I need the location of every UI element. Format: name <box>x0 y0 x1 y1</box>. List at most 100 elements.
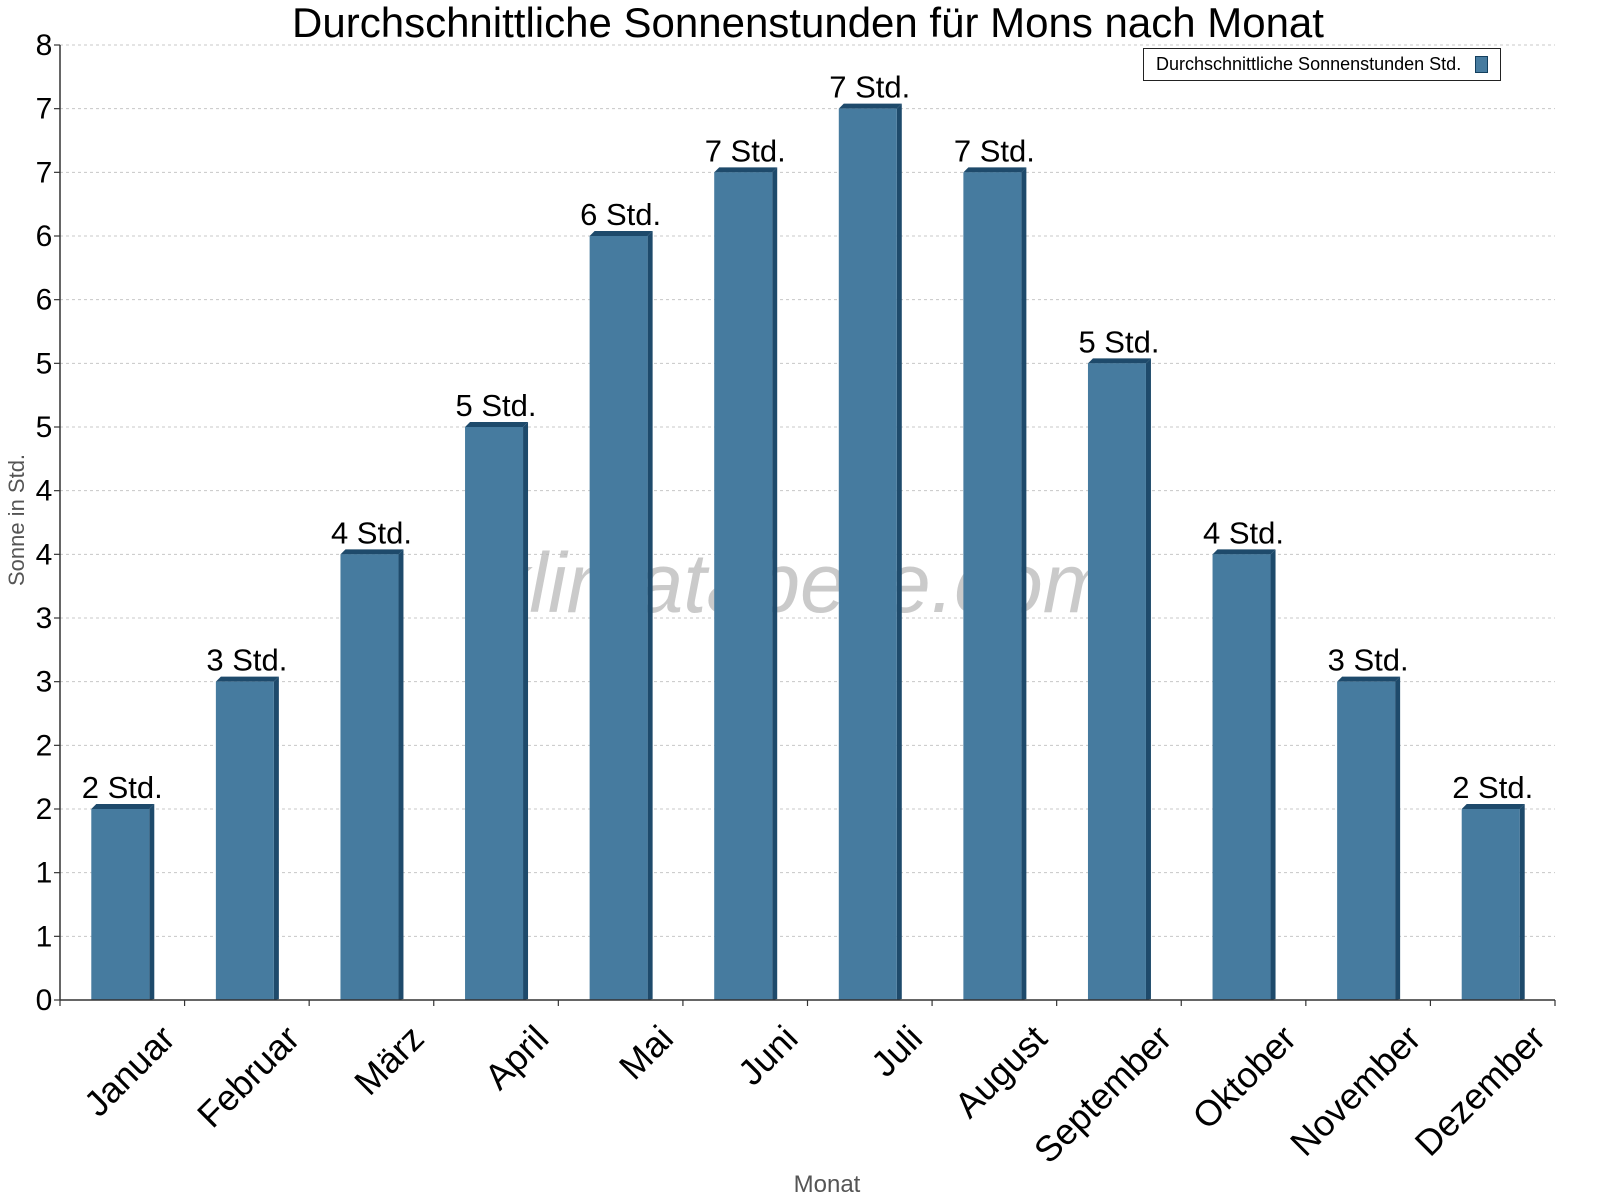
bar-top <box>1087 358 1151 364</box>
x-tick-label: Juni <box>730 1017 806 1093</box>
bar-side <box>523 422 529 1000</box>
y-tick-label: 6 <box>36 284 53 317</box>
y-tick-label: 1 <box>36 857 53 890</box>
y-tick-label: 2 <box>36 729 53 762</box>
x-tick-label: November <box>1282 1017 1428 1163</box>
bar-side <box>273 676 279 1000</box>
bar-november: 3 Std. <box>1328 643 1409 1000</box>
bar-side <box>896 103 902 1000</box>
y-tick-label: 5 <box>36 411 53 444</box>
data-label: 3 Std. <box>1328 643 1409 678</box>
bar-series: 2 Std. 3 Std. 4 Std. 5 Std. 6 Std. 7 Std. 7 St… <box>82 70 1533 1001</box>
bar-side <box>647 231 653 1000</box>
bar-august: 7 Std. <box>954 133 1035 1001</box>
y-tick-label: 0 <box>36 984 53 1017</box>
y-tick-label: 7 <box>36 93 53 126</box>
bar-top <box>1461 804 1525 809</box>
bar-märz: 4 Std. <box>331 515 412 1000</box>
data-label: 4 Std. <box>331 515 412 550</box>
x-tick-label: Februar <box>189 1017 307 1135</box>
y-tick-label: 3 <box>36 602 53 635</box>
bar <box>215 681 274 1000</box>
bar-side <box>772 167 778 1001</box>
gridlines <box>60 44 1555 937</box>
bar-top <box>838 103 902 109</box>
y-tick-label: 3 <box>36 666 53 699</box>
chart-title: Durchschnittliche Sonnenstunden für Mons… <box>292 0 1324 46</box>
bar <box>1087 363 1146 1000</box>
y-tick-labels: 0 1 1 2 2 3 3 4 4 5 5 6 6 7 7 8 <box>36 29 53 1017</box>
x-tick-label: August <box>946 1017 1054 1125</box>
bar <box>963 172 1022 1001</box>
bar <box>589 236 648 1000</box>
data-label: 5 Std. <box>1078 324 1159 359</box>
bar-top <box>963 167 1027 173</box>
bar <box>1461 809 1520 1000</box>
bar-side <box>1145 358 1151 1000</box>
bar-top <box>340 549 404 555</box>
y-tick-label: 4 <box>36 475 53 508</box>
x-axis-label: Monat <box>794 1171 861 1198</box>
bar-side <box>1021 167 1027 1001</box>
bar-top <box>465 422 529 427</box>
y-tick-label: 6 <box>36 220 53 253</box>
legend-swatch <box>1475 56 1489 73</box>
data-label: 2 Std. <box>1452 770 1533 805</box>
x-tick-label: Dezember <box>1407 1017 1553 1163</box>
bar <box>1212 554 1271 1000</box>
bar-september: 5 Std. <box>1078 324 1159 1000</box>
legend: Durchschnittliche Sonnenstunden Std. <box>1143 48 1502 81</box>
bar <box>91 809 150 1000</box>
data-label: 7 Std. <box>954 133 1035 168</box>
y-tick-label: 7 <box>36 156 53 189</box>
y-tick-label: 1 <box>36 920 53 953</box>
bar-top <box>215 676 279 682</box>
bar <box>465 427 524 1000</box>
x-tick-label: April <box>476 1017 556 1097</box>
bar-side <box>398 549 404 1000</box>
legend-entry-label: Durchschnittliche Sonnenstunden Std. <box>1156 54 1462 74</box>
bar-side <box>1270 549 1276 1000</box>
bar-juli: 7 Std. <box>829 70 910 1000</box>
y-tick-label: 2 <box>36 793 53 826</box>
y-tick-label: 4 <box>36 538 53 571</box>
bar <box>1337 681 1396 1000</box>
bar-mai: 6 Std. <box>580 197 661 1000</box>
bar-side <box>1519 804 1525 1000</box>
data-label: 3 Std. <box>206 643 287 678</box>
bar-oktober: 4 Std. <box>1203 515 1284 1000</box>
bar-dezember: 2 Std. <box>1452 770 1533 1000</box>
bar-februar: 3 Std. <box>206 643 287 1000</box>
data-label: 5 Std. <box>456 388 537 423</box>
y-axis-label: Sonne in Std. <box>4 454 29 586</box>
x-tick-label: Oktober <box>1184 1017 1304 1137</box>
x-tick-label: September <box>1026 1017 1180 1171</box>
y-tick-label: 5 <box>36 347 53 380</box>
bar <box>340 554 399 1000</box>
bar <box>714 172 773 1001</box>
bar-top <box>1212 549 1276 555</box>
x-tick-label: Januar <box>76 1017 183 1124</box>
bar-top <box>589 231 653 236</box>
x-tick-label: März <box>346 1017 432 1103</box>
bar-april: 5 Std. <box>456 388 537 1000</box>
data-label: 4 Std. <box>1203 515 1284 550</box>
data-label: 7 Std. <box>705 133 786 168</box>
bar-januar: 2 Std. <box>82 770 163 1000</box>
data-label: 6 Std. <box>580 197 661 232</box>
y-tick-label: 8 <box>36 29 53 62</box>
bar-top <box>1337 676 1401 682</box>
bar <box>838 108 897 1000</box>
x-tick-label: Juli <box>863 1017 930 1084</box>
bar-top <box>91 804 155 809</box>
data-label: 2 Std. <box>82 770 163 805</box>
bar-top <box>714 167 778 173</box>
data-label: 7 Std. <box>829 70 910 105</box>
bar-side <box>1395 676 1401 1000</box>
bar-side <box>149 804 155 1000</box>
axes <box>54 44 1556 1006</box>
x-tick-label: Mai <box>611 1017 681 1087</box>
x-tick-labels: Januar Februar März April Mai Juni Juli AugustS… <box>76 1017 1553 1171</box>
bar-juni: 7 Std. <box>705 133 786 1001</box>
